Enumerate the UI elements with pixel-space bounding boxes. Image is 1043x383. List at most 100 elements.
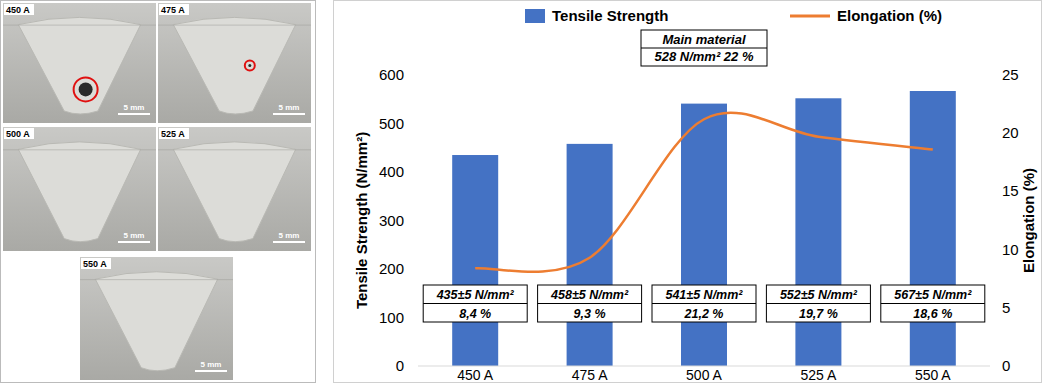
data-label-frame (538, 285, 642, 322)
y2-tick-label: 0 (1002, 357, 1010, 374)
micrograph-label: 475 A (161, 5, 185, 15)
y2-tick-label: 15 (1002, 182, 1019, 199)
x-tick-label: 475 A (572, 367, 608, 383)
y-tick-label: 0 (396, 357, 404, 374)
y-tick-label: 600 (379, 66, 404, 83)
scale-bar-label: 5 mm (279, 103, 300, 112)
defect-marker (74, 77, 98, 101)
weld-bead (173, 17, 295, 114)
plate-line (3, 25, 156, 26)
plate-line (80, 279, 233, 280)
page: 450 A 5 mm 475 A 5 mm 500 A 5 mm 525 A 5 mm 550 … (0, 0, 1043, 383)
plate (3, 127, 156, 251)
y-tick-label: 200 (379, 260, 404, 277)
y-tick (414, 123, 418, 124)
y2-tick (990, 249, 994, 250)
data-label-box: 458±5 N/mm² 9,3 % (538, 285, 642, 322)
y2-tick-label: 5 (1002, 299, 1010, 316)
label-bg (159, 4, 189, 15)
micrograph: 500 A 5 mm (3, 127, 156, 251)
micrograph-label: 550 A (83, 259, 107, 269)
scale-bar-label: 5 mm (279, 231, 300, 240)
legend-swatch (525, 9, 545, 23)
micrograph-label: 525 A (161, 129, 185, 139)
annotation-frame (641, 30, 767, 66)
data-label-divider (538, 303, 642, 304)
y-tick (414, 317, 418, 318)
data-label-frame (652, 285, 756, 322)
data-label-divider (881, 303, 985, 304)
label-bg (4, 4, 34, 15)
bar (681, 104, 727, 366)
scale-bar (118, 113, 150, 115)
scale-bar-label: 5 mm (124, 231, 145, 240)
data-label: 21,2 % (684, 307, 724, 321)
annotation: Main material528 N/mm² 22 % (641, 30, 767, 66)
bar (567, 144, 613, 366)
data-label: 18,6 % (913, 307, 952, 321)
plate (158, 127, 311, 251)
y-tick-label: 100 (379, 309, 404, 326)
data-label-frame (881, 285, 985, 322)
y-tick-label: 500 (379, 115, 404, 132)
scale-bar-label: 5 mm (124, 103, 145, 112)
micrograph: 450 A 5 mm (3, 3, 156, 123)
weld-bead (18, 142, 140, 242)
plate (158, 3, 311, 123)
plate (80, 257, 233, 380)
scale-bar (273, 113, 305, 115)
weld-bead (173, 142, 295, 242)
y-axis-title: Tensile Strength (N/mm²) (353, 132, 370, 309)
y2-tick (990, 75, 994, 76)
data-label-box: 435±5 N/mm²8,4 % (423, 285, 527, 322)
data-label-box: 552±5 N/mm²19,7 % (766, 285, 870, 322)
x-tick-label: 550 A (915, 367, 951, 383)
scale-bar-label: 5 mm (201, 360, 222, 369)
micrograph: 525 A 5 mm (158, 127, 311, 251)
data-label: 552±5 N/mm² (780, 288, 858, 302)
micrograph-label: 500 A (6, 129, 30, 139)
y2-tick-label: 25 (1002, 66, 1019, 83)
y2-tick (990, 307, 994, 308)
data-label-divider (652, 303, 756, 304)
defect (79, 82, 93, 96)
plate-line (3, 149, 156, 150)
plate (3, 3, 156, 123)
label-bg (81, 258, 111, 269)
weld-bead (95, 272, 217, 371)
data-label-divider (766, 303, 870, 304)
weld-bead (18, 17, 140, 114)
scale-bar (118, 241, 150, 243)
micrograph-label: 450 A (6, 5, 30, 15)
y-tick (414, 172, 418, 173)
y2-axis-title: Elongation (%) (1020, 168, 1037, 273)
scale-bar (195, 370, 227, 372)
chart-frame (334, 1, 1042, 383)
defect (248, 64, 251, 67)
x-tick-label: 500 A (686, 367, 722, 383)
legend-swatch (790, 15, 830, 18)
y2-tick (990, 133, 994, 134)
data-label-frame (423, 285, 527, 322)
annotation-text: 528 N/mm² 22 % (655, 49, 754, 64)
label-bg (159, 128, 189, 139)
data-label: 8,4 % (459, 307, 491, 321)
y-tick (414, 75, 418, 76)
plot-area (452, 91, 956, 366)
micrograph-frame (1, 1, 316, 383)
y2-tick (990, 366, 994, 367)
bar (452, 155, 498, 366)
data-label-frame (766, 285, 870, 322)
line (475, 113, 933, 272)
x-tick-label: 450 A (457, 367, 493, 383)
plate-line (158, 25, 311, 26)
micrographs: 450 A 5 mm 475 A 5 mm 500 A 5 mm 525 A 5 mm 550 … (1, 1, 316, 383)
data-label: 9,3 % (574, 307, 606, 321)
scale-bar (273, 241, 305, 243)
y2-tick-label: 10 (1002, 241, 1019, 258)
y-tick (414, 220, 418, 221)
legend: Tensile StrengthElongation (%) (525, 7, 942, 24)
label-bg (4, 128, 34, 139)
y-tick (414, 269, 418, 270)
data-label: 458±5 N/mm² (550, 288, 629, 302)
